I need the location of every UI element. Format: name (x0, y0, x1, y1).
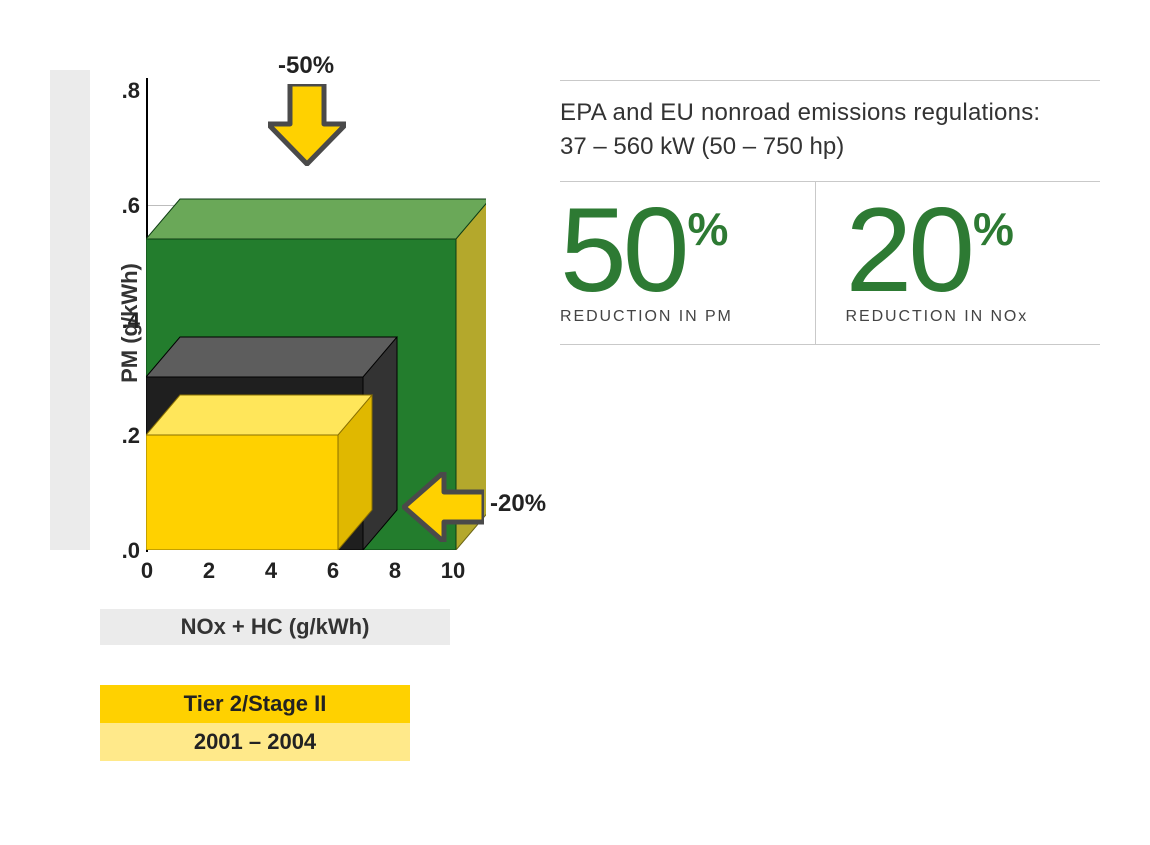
arrow-side-label: -20% (490, 490, 546, 518)
chart-frame: PM (g/kWh) .0 .2 .4 .6 .8 0 2 4 6 8 10 (50, 70, 470, 590)
stat-pm: 50 % REDUCTION IN PM (560, 182, 815, 344)
arrow-down-icon (268, 84, 346, 166)
x-tick: 6 (318, 558, 348, 584)
x-tick: 4 (256, 558, 286, 584)
x-tick: 8 (380, 558, 410, 584)
y-axis-strip (50, 70, 90, 550)
arrow-top-label: -50% (278, 52, 334, 80)
layout-container: PM (g/kWh) .0 .2 .4 .6 .8 0 2 4 6 8 10 (0, 0, 1150, 761)
arrow-left-icon (402, 472, 484, 542)
stat-label: REDUCTION IN PM (560, 308, 815, 326)
y-tick: .6 (100, 193, 140, 219)
stats-header: EPA and EU nonroad emissions regulations… (560, 81, 1100, 133)
y-tick: .2 (100, 423, 140, 449)
stat-value: 50 (560, 196, 685, 304)
stat-pct: % (973, 202, 1014, 256)
stat-value: 20 (846, 196, 971, 304)
stat-label: REDUCTION IN NOx (846, 308, 1101, 326)
x-axis-line (146, 548, 456, 550)
x-tick: 0 (132, 558, 162, 584)
x-tick: 10 (438, 558, 468, 584)
stats-column: EPA and EU nonroad emissions regulations… (560, 70, 1100, 761)
stat-nox: 20 % REDUCTION IN NOx (815, 182, 1101, 344)
chart-column: PM (g/kWh) .0 .2 .4 .6 .8 0 2 4 6 8 10 (50, 70, 470, 761)
stat-pct: % (687, 202, 728, 256)
x-tick: 2 (194, 558, 224, 584)
legend: Tier 2/Stage II 2001 – 2004 (100, 685, 410, 761)
x-axis-label: NOx + HC (g/kWh) (100, 609, 450, 645)
legend-tier: Tier 2/Stage II (100, 685, 410, 723)
y-axis-line (146, 78, 148, 552)
legend-years: 2001 – 2004 (100, 723, 410, 761)
y-tick: .8 (100, 78, 140, 104)
y-tick: .4 (100, 308, 140, 334)
stats-sub: 37 – 560 kW (50 – 750 hp) (560, 133, 1100, 181)
divider (560, 344, 1100, 345)
stats-row: 50 % REDUCTION IN PM 20 % REDUCTION IN N… (560, 182, 1100, 344)
